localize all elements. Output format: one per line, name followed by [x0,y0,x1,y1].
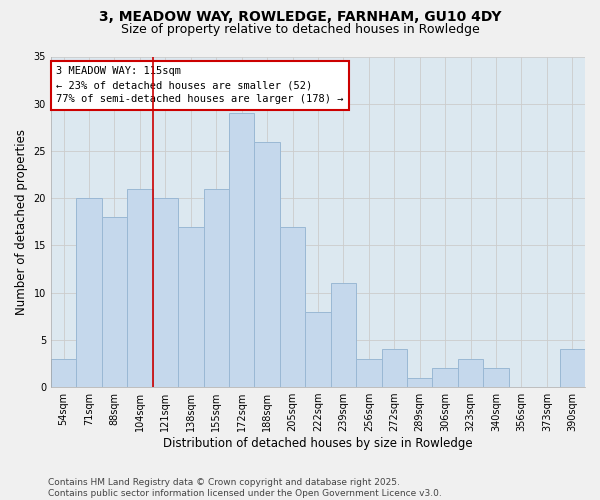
Bar [178,226,203,387]
Bar [254,142,280,387]
Bar [356,358,382,387]
Y-axis label: Number of detached properties: Number of detached properties [15,129,28,315]
Bar [51,358,76,387]
Bar [152,198,178,387]
Bar [127,188,152,387]
Bar [407,378,433,387]
Bar [433,368,458,387]
Bar [76,198,102,387]
Bar [229,113,254,387]
Bar [203,188,229,387]
Text: Size of property relative to detached houses in Rowledge: Size of property relative to detached ho… [121,22,479,36]
Text: Contains HM Land Registry data © Crown copyright and database right 2025.
Contai: Contains HM Land Registry data © Crown c… [48,478,442,498]
X-axis label: Distribution of detached houses by size in Rowledge: Distribution of detached houses by size … [163,437,473,450]
Text: 3, MEADOW WAY, ROWLEDGE, FARNHAM, GU10 4DY: 3, MEADOW WAY, ROWLEDGE, FARNHAM, GU10 4… [99,10,501,24]
Bar [331,283,356,387]
Bar [382,350,407,387]
Bar [560,350,585,387]
Bar [483,368,509,387]
Text: 3 MEADOW WAY: 115sqm
← 23% of detached houses are smaller (52)
77% of semi-detac: 3 MEADOW WAY: 115sqm ← 23% of detached h… [56,66,344,104]
Bar [280,226,305,387]
Bar [458,358,483,387]
Bar [305,312,331,387]
Bar [102,217,127,387]
